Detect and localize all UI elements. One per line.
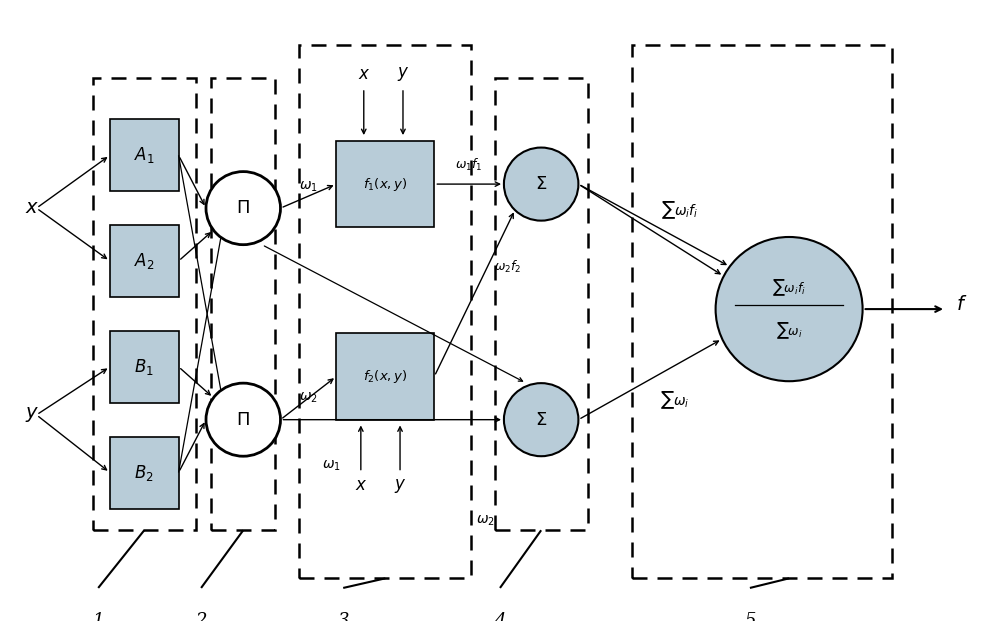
Bar — [336, 333, 434, 420]
Text: $\sum \omega_i$: $\sum \omega_i$ — [776, 320, 802, 340]
Text: $A_1$: $A_1$ — [134, 145, 155, 165]
Bar — [336, 141, 434, 227]
Text: $\omega_2$: $\omega_2$ — [476, 514, 494, 528]
Text: $\omega_2 f_2$: $\omega_2 f_2$ — [494, 260, 521, 276]
Circle shape — [504, 148, 578, 220]
Text: $f$: $f$ — [956, 295, 967, 314]
Text: $\sum \omega_i f_i$: $\sum \omega_i f_i$ — [661, 199, 698, 220]
Bar — [110, 119, 179, 191]
Bar — [110, 225, 179, 297]
Text: 5: 5 — [744, 612, 756, 621]
Text: $f_2(x, y)$: $f_2(x, y)$ — [363, 368, 408, 385]
Text: $\Sigma$: $\Sigma$ — [535, 175, 547, 193]
Circle shape — [206, 171, 280, 245]
Text: $y$: $y$ — [397, 65, 409, 83]
Text: $\mathbf{\mathit{x}}$: $\mathbf{\mathit{x}}$ — [355, 478, 367, 494]
Text: $x$: $x$ — [25, 199, 39, 217]
Text: $\Sigma$: $\Sigma$ — [535, 410, 547, 428]
Text: 3: 3 — [337, 612, 349, 621]
Text: $\sum \omega_i f_i$: $\sum \omega_i f_i$ — [772, 278, 806, 298]
Circle shape — [206, 383, 280, 456]
Text: $\sum \omega_i$: $\sum \omega_i$ — [660, 389, 690, 410]
Text: 2: 2 — [195, 612, 207, 621]
Text: $\omega_1$: $\omega_1$ — [299, 179, 318, 194]
Text: $\omega_1$: $\omega_1$ — [322, 458, 341, 473]
Text: 4: 4 — [494, 612, 506, 621]
Text: $y$: $y$ — [394, 478, 406, 496]
Text: $\omega_1 f_1$: $\omega_1 f_1$ — [455, 156, 483, 173]
Text: $\Pi$: $\Pi$ — [236, 410, 250, 428]
Circle shape — [504, 383, 578, 456]
Bar — [211, 78, 275, 530]
Bar — [110, 331, 179, 403]
Text: $f_1(x, y)$: $f_1(x, y)$ — [363, 176, 408, 193]
Text: $B_2$: $B_2$ — [134, 463, 154, 483]
Bar — [110, 437, 179, 509]
Text: $y$: $y$ — [25, 406, 39, 424]
Text: 1: 1 — [92, 612, 104, 621]
Bar — [495, 78, 588, 530]
Circle shape — [716, 237, 863, 381]
Bar — [299, 45, 471, 578]
Bar — [632, 45, 892, 578]
Text: $B_1$: $B_1$ — [134, 357, 154, 377]
Text: $\omega_2$: $\omega_2$ — [299, 391, 318, 406]
Text: $x$: $x$ — [358, 66, 370, 83]
Text: $\Pi$: $\Pi$ — [236, 199, 250, 217]
Text: $A_2$: $A_2$ — [134, 251, 155, 271]
Bar — [93, 78, 196, 530]
